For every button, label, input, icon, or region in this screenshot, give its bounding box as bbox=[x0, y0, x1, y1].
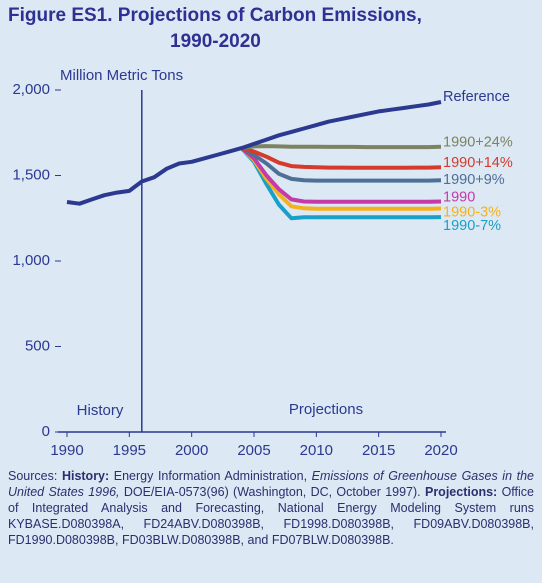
series-label: 1990-3% bbox=[443, 204, 501, 220]
series-line bbox=[240, 146, 442, 183]
annotation: Projections bbox=[289, 401, 363, 418]
series-label: Reference bbox=[443, 89, 510, 105]
series-label: 1990+14% bbox=[443, 155, 513, 171]
chart-title: 1990-2020 bbox=[170, 31, 261, 52]
source-text: Energy Information Administration, bbox=[113, 469, 308, 483]
y-tick-label: 0 bbox=[42, 423, 50, 440]
x-tick-label: 2010 bbox=[300, 442, 333, 459]
source-text: Sources: bbox=[8, 469, 58, 483]
series-line bbox=[240, 146, 442, 211]
source-text: Office of Integrated Analysis and Foreca… bbox=[8, 485, 534, 547]
series-label: 1990+9% bbox=[443, 172, 505, 188]
series-label: 1990 bbox=[443, 189, 475, 205]
source-text: Projections: bbox=[424, 485, 498, 499]
source-text: Emissions of Greenhouse Gases in the Uni… bbox=[8, 469, 534, 499]
sources: Sources: History: Energy Information Adm… bbox=[8, 468, 534, 548]
series-line bbox=[240, 146, 442, 204]
series-line bbox=[241, 144, 442, 151]
annotation: History bbox=[77, 402, 124, 419]
series-label: 1990+24% bbox=[443, 135, 513, 151]
series-line bbox=[66, 100, 442, 206]
x-tick-label: 1995 bbox=[113, 442, 146, 459]
series-line bbox=[240, 146, 442, 170]
y-tick-label: 1,500 bbox=[12, 166, 50, 183]
x-tick-label: 1990 bbox=[50, 442, 83, 459]
series-label: 1990-7% bbox=[443, 218, 501, 234]
x-tick-label: 2000 bbox=[175, 442, 208, 459]
y-tick-label: 2,000 bbox=[12, 81, 50, 98]
chart: Figure ES1. Projections of Carbon Emissi… bbox=[8, 5, 513, 459]
x-tick-label: 2020 bbox=[424, 442, 457, 459]
y-tick-label: 500 bbox=[25, 337, 50, 354]
x-tick-label: 2005 bbox=[237, 442, 270, 459]
y-axis-label: Million Metric Tons bbox=[60, 67, 183, 84]
x-tick-label: 2015 bbox=[362, 442, 395, 459]
chart-title: Figure ES1. Projections of Carbon Emissi… bbox=[8, 5, 422, 26]
source-text: DOE/EIA-0573(96) (Washington, DC, Octobe… bbox=[123, 485, 421, 499]
y-tick-label: 1,000 bbox=[12, 252, 50, 269]
source-text: History: bbox=[61, 469, 110, 483]
series-line bbox=[240, 146, 442, 221]
